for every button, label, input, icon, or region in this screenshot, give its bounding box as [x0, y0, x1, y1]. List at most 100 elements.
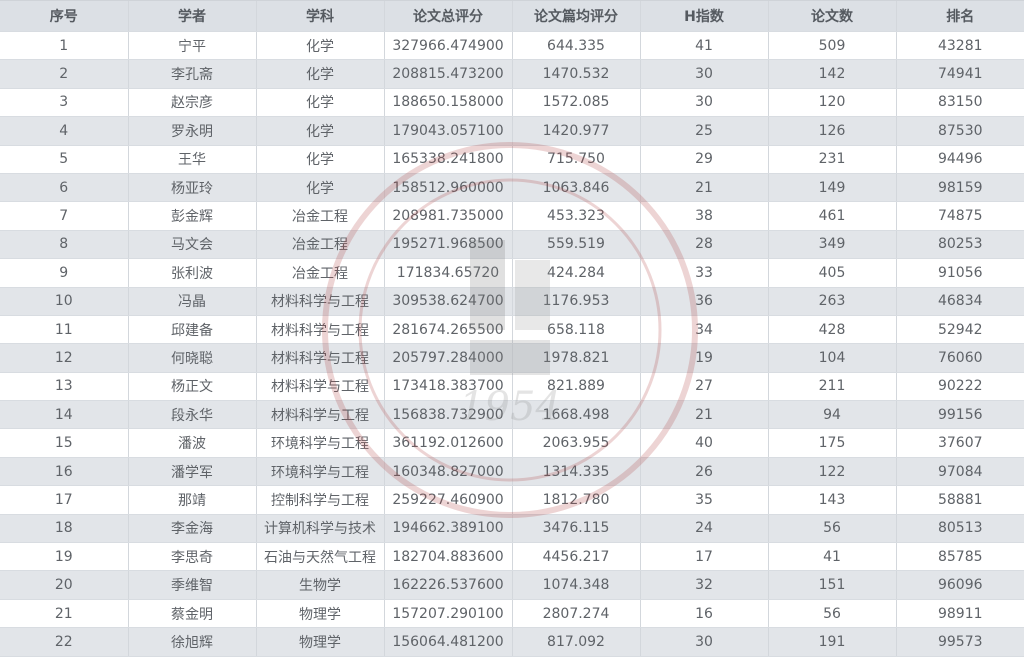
column-header[interactable]: H指数: [639, 0, 768, 32]
table-cell: 化学: [255, 31, 384, 61]
table-cell: 24: [639, 514, 768, 544]
table-cell: 19: [639, 343, 768, 373]
table-cell: 94: [767, 400, 896, 430]
table-cell: 38: [639, 201, 768, 231]
table-cell: 41: [767, 542, 896, 572]
table-cell: 2: [0, 59, 128, 89]
table-cell: 段永华: [127, 400, 256, 430]
table-cell: 156838.732900: [383, 400, 512, 430]
table-cell: 33: [639, 258, 768, 288]
table-cell: 74875: [895, 201, 1024, 231]
table-cell: 11: [0, 315, 128, 345]
table-cell: 715.750: [511, 145, 640, 174]
table-cell: 157207.290100: [383, 599, 512, 629]
table-cell: 349: [767, 230, 896, 260]
table-cell: 李孔斋: [127, 59, 256, 89]
table-cell: 188650.158000: [383, 88, 512, 118]
column-header[interactable]: 论文数: [767, 0, 896, 32]
table-cell: 29: [639, 145, 768, 174]
table-cell: 34: [639, 315, 768, 345]
column-header[interactable]: 论文篇均评分: [511, 0, 640, 32]
table-cell: 126: [767, 116, 896, 146]
table-cell: 化学: [255, 173, 384, 203]
table-row: 10 冯晶 材料科学与工程 309538.624700 1176.953 36 263 468…: [0, 287, 1024, 316]
table-row: 11 邱建备 材料科学与工程 281674.265500 658.118 34 428 529…: [0, 315, 1024, 345]
table-cell: 那靖: [127, 485, 256, 515]
table-cell: 1470.532: [511, 59, 640, 89]
table-cell: 259227.460900: [383, 485, 512, 515]
table-cell: 35: [639, 485, 768, 515]
table-cell: 58881: [895, 485, 1024, 515]
table-row: 7 彭金辉 冶金工程 208981.735000 453.323 38 461 74875: [0, 201, 1024, 231]
column-header[interactable]: 论文总评分: [383, 0, 512, 32]
table-cell: 453.323: [511, 201, 640, 231]
table-cell: 28: [639, 230, 768, 260]
table-cell: 化学: [255, 59, 384, 89]
table-cell: 98911: [895, 599, 1024, 629]
table-cell: 208981.735000: [383, 201, 512, 231]
table-cell: 90222: [895, 372, 1024, 402]
table-cell: 3476.115: [511, 514, 640, 544]
table-row: 18 李金海 计算机科学与技术 194662.389100 3476.115 24 56 80…: [0, 514, 1024, 544]
table-cell: 327966.474900: [383, 31, 512, 61]
table-cell: 83150: [895, 88, 1024, 118]
table-cell: 季维智: [127, 570, 256, 600]
table-cell: 材料科学与工程: [255, 372, 384, 402]
table-cell: 赵宗彦: [127, 88, 256, 118]
table-cell: 材料科学与工程: [255, 315, 384, 345]
table-cell: 环境科学与工程: [255, 428, 384, 458]
table-cell: 蔡金明: [127, 599, 256, 629]
table-cell: 87530: [895, 116, 1024, 146]
table-cell: 97084: [895, 457, 1024, 487]
table-cell: 22: [0, 627, 128, 657]
table-cell: 120: [767, 88, 896, 118]
table-cell: 509: [767, 31, 896, 61]
table-cell: 17: [0, 485, 128, 515]
table-cell: 821.889: [511, 372, 640, 402]
table-cell: 56: [767, 514, 896, 544]
table-cell: 1668.498: [511, 400, 640, 430]
table-row: 5 王华 化学 165338.241800 715.750 29 231 94496: [0, 145, 1024, 174]
column-header[interactable]: 排名: [895, 0, 1024, 32]
table-cell: 151: [767, 570, 896, 600]
table-cell: 潘学军: [127, 457, 256, 487]
table-cell: 32: [639, 570, 768, 600]
table-cell: 1: [0, 31, 128, 61]
table-cell: 160348.827000: [383, 457, 512, 487]
table-cell: 281674.265500: [383, 315, 512, 345]
table-row: 17 那靖 控制科学与工程 259227.460900 1812.780 35 143 588…: [0, 485, 1024, 515]
table-cell: 98159: [895, 173, 1024, 203]
table-cell: 30: [639, 59, 768, 89]
table-row: 1 宁平 化学 327966.474900 644.335 41 509 43281: [0, 31, 1024, 61]
table-cell: 4: [0, 116, 128, 146]
table-cell: 1420.977: [511, 116, 640, 146]
table-cell: 20: [0, 570, 128, 600]
table-cell: 52942: [895, 315, 1024, 345]
table-cell: 21: [639, 400, 768, 430]
table-row: 4 罗永明 化学 179043.057100 1420.977 25 126 87530: [0, 116, 1024, 146]
column-header[interactable]: 学者: [127, 0, 256, 32]
table-cell: 3: [0, 88, 128, 118]
table-cell: 2063.955: [511, 428, 640, 458]
table-cell: 2807.274: [511, 599, 640, 629]
table-row: 8 马文会 冶金工程 195271.968500 559.519 28 349 80253: [0, 230, 1024, 260]
table-cell: 17: [639, 542, 768, 572]
table-cell: 56: [767, 599, 896, 629]
table-cell: 644.335: [511, 31, 640, 61]
table-cell: 冶金工程: [255, 201, 384, 231]
table-cell: 物理学: [255, 627, 384, 657]
table-cell: 211: [767, 372, 896, 402]
table-cell: 5: [0, 145, 128, 174]
column-header[interactable]: 学科: [255, 0, 384, 32]
table-cell: 156064.481200: [383, 627, 512, 657]
table-cell: 27: [639, 372, 768, 402]
table-cell: 43281: [895, 31, 1024, 61]
column-header[interactable]: 序号: [0, 0, 128, 32]
table-cell: 化学: [255, 145, 384, 174]
table-row: 21 蔡金明 物理学 157207.290100 2807.274 16 56 98911: [0, 599, 1024, 629]
table-cell: 36: [639, 287, 768, 316]
table-row: 22 徐旭辉 物理学 156064.481200 817.092 30 191 99573: [0, 627, 1024, 657]
table-cell: 邱建备: [127, 315, 256, 345]
table-cell: 37607: [895, 428, 1024, 458]
table-cell: 191: [767, 627, 896, 657]
